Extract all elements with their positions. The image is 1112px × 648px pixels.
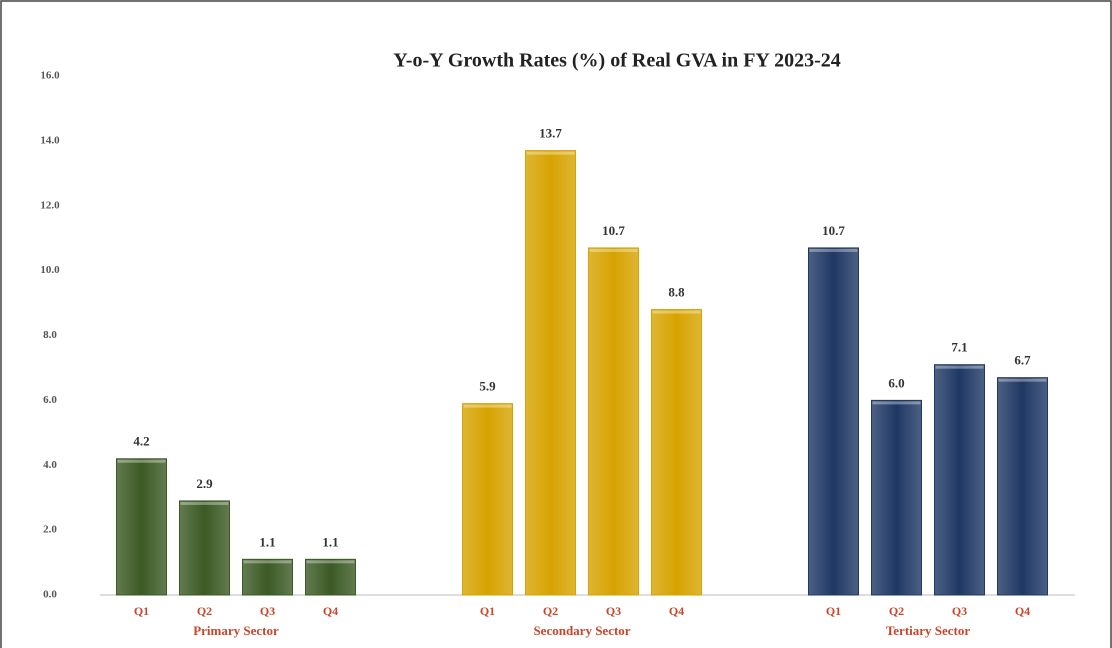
bar-top-edge (306, 560, 355, 564)
y-tick-label: 6.0 (43, 394, 57, 406)
bar (242, 558, 293, 596)
bar-top-edge (935, 365, 984, 369)
value-label: 4.2 (133, 434, 149, 449)
bar-top-edge (998, 378, 1047, 382)
value-label: 5.9 (479, 379, 496, 394)
bar (588, 247, 639, 596)
x-tick-label: Q3 (260, 604, 275, 618)
group-label: Primary Sector (193, 623, 279, 638)
x-tick-label: Q2 (197, 604, 212, 618)
y-tick-label: 2.0 (43, 524, 57, 536)
bar (871, 399, 922, 596)
bar (305, 558, 356, 596)
value-label: 10.7 (602, 223, 625, 238)
x-tick-label: Q1 (826, 604, 841, 618)
bar (525, 150, 576, 596)
value-label: 6.0 (888, 375, 904, 390)
x-tick-label: Q3 (606, 604, 621, 618)
bar-top-edge (117, 459, 166, 463)
value-label: 2.9 (196, 476, 213, 491)
y-tick-label: 14.0 (40, 134, 60, 146)
bar (651, 309, 702, 596)
y-tick-label: 12.0 (40, 199, 60, 211)
bar (179, 500, 230, 596)
bar-top-edge (180, 501, 229, 505)
bar (116, 458, 167, 596)
bar-top-edge (463, 404, 512, 408)
bar (997, 377, 1048, 596)
x-tick-label: Q1 (134, 604, 149, 618)
x-tick-label: Q1 (480, 604, 495, 618)
group-label: Tertiary Sector (886, 623, 971, 638)
bar (462, 403, 513, 596)
bar-top-edge (809, 248, 858, 252)
value-label: 6.7 (1014, 353, 1031, 368)
bar-top-edge (589, 248, 638, 252)
x-tick-label: Q4 (1015, 604, 1030, 618)
value-label: 7.1 (951, 340, 967, 355)
y-tick-label: 8.0 (43, 329, 57, 341)
x-tick-label: Q3 (952, 604, 967, 618)
bar-top-edge (652, 310, 701, 314)
x-tick-label: Q4 (323, 604, 338, 618)
value-label: 1.1 (322, 534, 338, 549)
x-tick-label: Q4 (669, 604, 684, 618)
bar (934, 364, 985, 596)
y-tick-label: 4.0 (43, 459, 57, 471)
y-tick-label: 10.0 (40, 264, 60, 276)
y-tick-label: 16.0 (40, 70, 60, 82)
x-tick-label: Q2 (889, 604, 904, 618)
value-label: 10.7 (822, 223, 845, 238)
x-tick-label: Q2 (543, 604, 558, 618)
group-label: Secondary Sector (533, 623, 630, 638)
value-label: 1.1 (259, 534, 275, 549)
bar-top-edge (243, 560, 292, 564)
chart-title: Y-o-Y Growth Rates (%) of Real GVA in FY… (393, 50, 841, 72)
bar-top-edge (526, 151, 575, 155)
value-label: 8.8 (668, 285, 685, 300)
bar (808, 247, 859, 596)
bar-top-edge (872, 401, 921, 405)
value-label: 13.7 (539, 126, 562, 141)
y-tick-label: 0.0 (43, 589, 57, 601)
